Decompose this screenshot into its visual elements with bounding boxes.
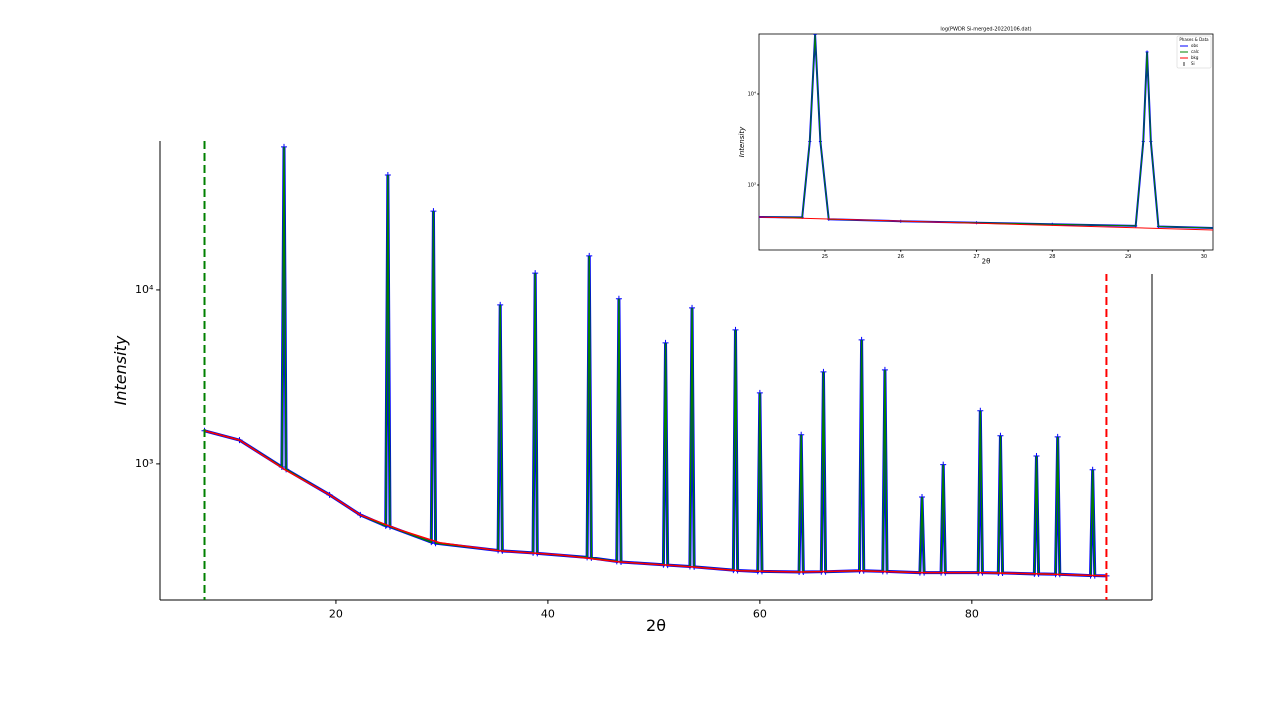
x-tick-label: 27	[973, 254, 979, 260]
x-axis-label: 2θ	[646, 616, 666, 635]
chart-background	[738, 16, 1220, 274]
plot-area	[201, 143, 1110, 579]
series-line	[204, 146, 1107, 577]
axes-frame	[758, 33, 1214, 251]
series-line	[759, 216, 1213, 231]
y-tick-label: 10³	[135, 457, 153, 470]
x-tick-label: 28	[1049, 254, 1055, 260]
chart: log(PWDR Si-merged-20220106.dat) 25 26 27 28…	[738, 16, 1220, 274]
series-line	[759, 34, 1213, 229]
y-tick-label: 10⁴	[748, 91, 756, 97]
y-axis-label: Intensity	[111, 335, 130, 405]
legend-box	[1176, 35, 1212, 69]
legend-label: calc	[1191, 49, 1199, 54]
legend-label: Si	[1191, 61, 1195, 66]
series-line	[204, 430, 1107, 577]
x-tick-label: 80	[965, 607, 979, 620]
x-axis-label: 2θ	[982, 258, 991, 266]
legend-label: bkg	[1191, 55, 1199, 60]
x-tick-label: 26	[898, 254, 904, 260]
y-tick-label: 10⁴	[135, 283, 154, 296]
x-tick-label: 20	[329, 607, 343, 620]
legend-label: obs	[1191, 43, 1198, 48]
legend-title: Phases & Data	[1179, 37, 1209, 42]
y-tick-label: 10³	[748, 182, 756, 188]
x-tick-label: 40	[541, 607, 555, 620]
x-tick-label: 60	[753, 607, 767, 620]
x-tick-label: 30	[1201, 254, 1207, 260]
plot-area	[759, 34, 1213, 231]
x-tick-label: 29	[1125, 254, 1131, 260]
chart-title: log(PWDR Si-merged-20220106.dat)	[940, 27, 1031, 33]
x-tick-label: 25	[822, 254, 828, 260]
y-axis-label: Intensity	[738, 126, 746, 157]
